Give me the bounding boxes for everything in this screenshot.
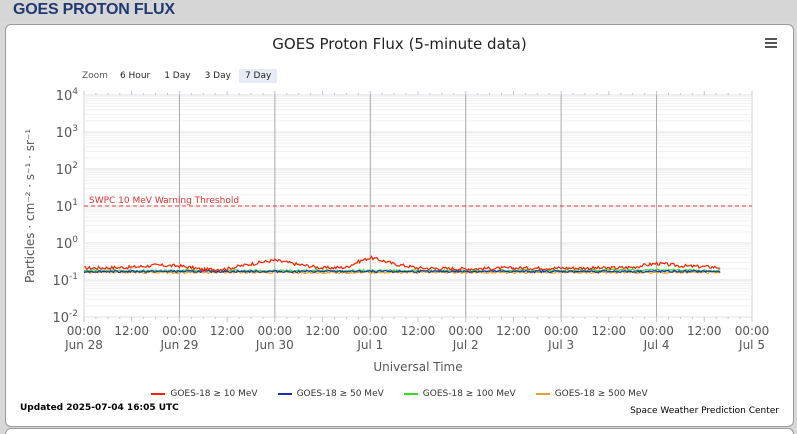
panel-header: GOES PROTON FLUX [0,0,797,22]
legend-swatch-500mev [535,393,550,395]
y-tick-label: 101 [56,198,78,215]
legend-label-10mev: GOES-18 ≥ 10 MeV [170,389,258,399]
legend-label-50mev: GOES-18 ≥ 50 MeV [296,389,384,399]
y-tick-label: 10-2 [52,309,78,326]
credit-text: Space Weather Prediction Center [630,406,779,416]
x-tick-time-label: 00:00 [67,324,102,338]
warning-threshold-label: SWPC 10 MeV Warning Threshold [89,196,239,206]
panel-title: GOES PROTON FLUX [13,1,175,18]
x-tick-date-label: Jul 5 [738,338,765,352]
x-tick-time-label: 12:00 [687,324,722,338]
x-tick-time-label: 00:00 [258,324,293,338]
x-tick-time-label: 00:00 [544,324,579,338]
y-tick-label: 10-1 [52,272,78,289]
chart-card: GOES Proton Flux (5-minute data) Zoom 6 … [5,24,794,427]
y-tick-label: 100 [56,235,79,252]
legend-swatch-10mev [151,393,166,395]
x-tick-time-label: 00:00 [353,324,388,338]
x-tick-date-label: Jul 4 [643,338,670,352]
x-tick-date-label: Jul 2 [452,338,479,352]
series-line-1 [83,269,721,274]
x-tick-time-label: 12:00 [114,324,149,338]
x-tick-date-label: Jun 28 [64,338,103,352]
zoom-bar: Zoom 6 Hour 1 Day 3 Day 7 Day [82,68,279,84]
chart-legend: GOES-18 ≥ 10 MeV GOES-18 ≥ 50 MeV GOES-1… [6,389,793,399]
x-tick-time-label: 12:00 [496,324,531,338]
legend-item-10mev[interactable]: GOES-18 ≥ 10 MeV [151,389,258,399]
next-panel-edge [5,428,794,434]
x-tick-time-label: 00:00 [735,324,770,338]
series-line-3 [83,270,721,275]
y-tick-label: 102 [56,161,78,178]
legend-swatch-50mev [277,393,292,395]
x-tick-time-label: 12:00 [592,324,627,338]
zoom-6-hour-button[interactable]: 6 Hour [113,69,157,83]
x-tick-date-label: Jun 29 [160,338,199,352]
x-axis-title: Universal Time [373,360,462,374]
y-tick-label: 103 [56,124,78,141]
legend-item-100mev[interactable]: GOES-18 ≥ 100 MeV [403,389,516,399]
y-tick-label: 104 [56,87,79,104]
zoom-7-day-button[interactable]: 7 Day [238,69,278,83]
chart-menu-icon[interactable] [765,38,777,50]
legend-item-50mev[interactable]: GOES-18 ≥ 50 MeV [277,389,384,399]
zoom-label: Zoom [82,71,108,81]
series-line-0 [83,255,721,273]
x-tick-date-label: Jul 3 [547,338,574,352]
x-tick-time-label: 00:00 [448,324,483,338]
x-tick-time-label: 12:00 [401,324,436,338]
legend-item-500mev[interactable]: GOES-18 ≥ 500 MeV [535,389,648,399]
zoom-3-day-button[interactable]: 3 Day [198,69,237,83]
x-tick-date-label: Jul 1 [356,338,383,352]
chart-title: GOES Proton Flux (5-minute data) [272,35,527,53]
x-tick-time-label: 12:00 [210,324,245,338]
y-axis-title: Particles · cm⁻² · s⁻¹ · sr⁻¹ [23,129,37,283]
x-tick-time-label: 00:00 [162,324,197,338]
x-tick-time-label: 00:00 [639,324,674,338]
updated-timestamp: Updated 2025-07-04 16:05 UTC [20,403,179,413]
x-tick-time-label: 12:00 [305,324,340,338]
zoom-1-day-button[interactable]: 1 Day [158,69,197,83]
legend-label-500mev: GOES-18 ≥ 500 MeV [554,389,648,399]
legend-label-100mev: GOES-18 ≥ 100 MeV [422,389,516,399]
x-tick-date-label: Jun 30 [255,338,294,352]
legend-swatch-100mev [403,393,418,395]
